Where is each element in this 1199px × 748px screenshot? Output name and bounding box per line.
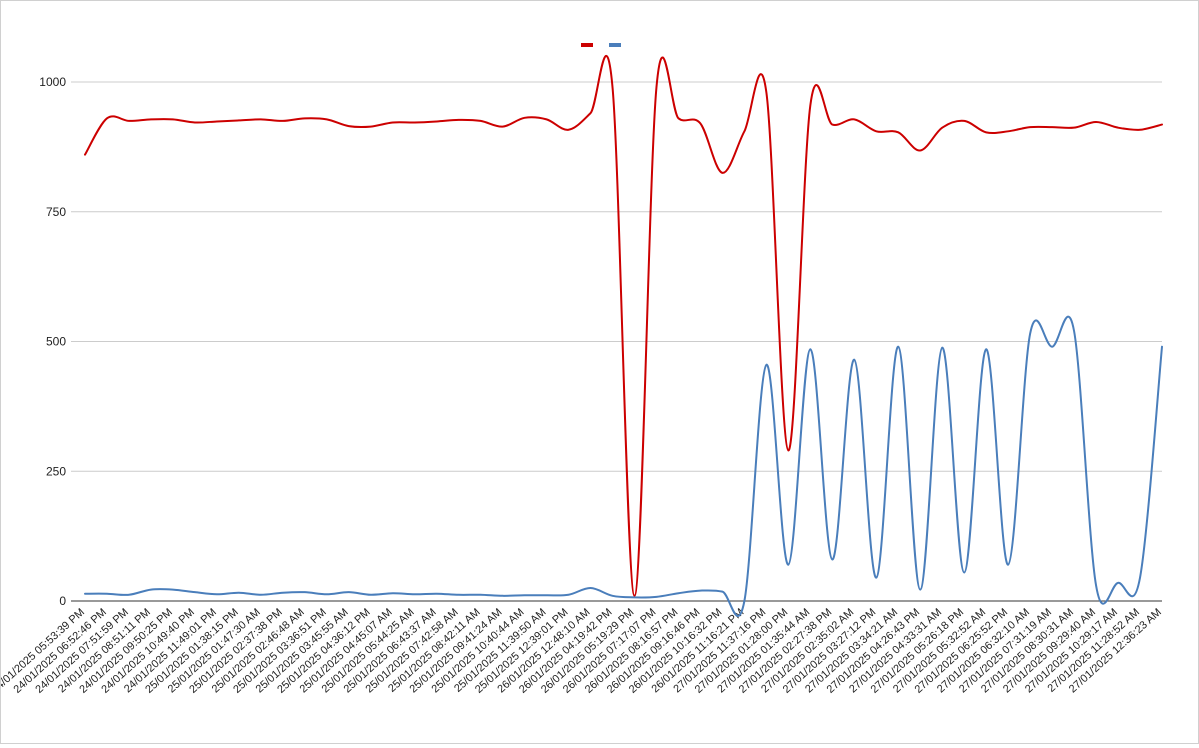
legend-swatch-1[interactable] — [581, 43, 593, 47]
grid-lines — [71, 81, 1162, 472]
legend — [581, 43, 621, 47]
y-tick-label: 750 — [46, 205, 66, 219]
y-tick-label: 1000 — [39, 75, 66, 89]
y-axis: 0 250 500 750 1000 — [39, 75, 66, 608]
y-tick-label: 500 — [46, 335, 66, 349]
series-layer — [84, 54, 1163, 617]
series-line-1 — [84, 54, 1163, 597]
series-line-2 — [84, 315, 1163, 617]
legend-swatch-2[interactable] — [609, 43, 621, 47]
y-tick-label: 250 — [46, 464, 66, 478]
y-tick-label: 0 — [59, 594, 66, 608]
